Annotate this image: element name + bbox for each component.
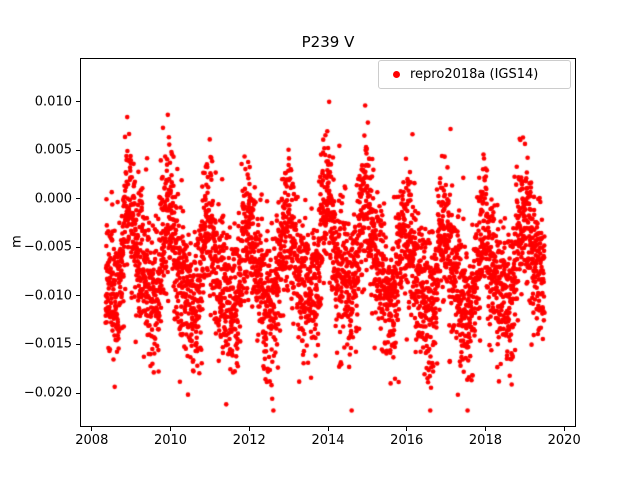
x-tick-mark <box>327 427 329 431</box>
legend-label: repro2018a (IGS14) <box>410 67 539 82</box>
x-tick-label: 2012 <box>232 433 266 448</box>
x-tick-label: 2018 <box>468 433 502 448</box>
x-tick-label: 2020 <box>547 433 581 448</box>
y-tick-mark <box>76 149 80 151</box>
x-tick-mark <box>248 427 250 431</box>
x-tick-label: 2010 <box>153 433 188 448</box>
y-tick-mark <box>76 198 80 200</box>
x-tick-mark <box>170 427 172 431</box>
x-tick-mark <box>563 427 565 431</box>
x-tick-label: 2016 <box>390 433 424 448</box>
y-tick-mark <box>76 343 80 345</box>
y-tick-mark <box>76 295 80 297</box>
y-tick-label: −0.005 <box>23 239 72 255</box>
chart-title: P239 V <box>301 33 355 51</box>
y-tick-label: −0.020 <box>23 385 72 401</box>
x-tick-mark <box>406 427 408 431</box>
x-tick-label: 2008 <box>75 433 109 448</box>
y-tick-mark <box>76 101 80 103</box>
legend: repro2018a (IGS14) <box>378 60 571 89</box>
x-tick-mark <box>91 427 93 431</box>
y-tick-label: 0.005 <box>34 142 72 158</box>
y-tick-label: −0.015 <box>23 336 72 352</box>
y-tick-label: −0.010 <box>23 288 72 304</box>
plot-area <box>80 58 576 427</box>
x-tick-label: 2014 <box>311 433 345 448</box>
y-tick-label: 0.000 <box>34 191 72 207</box>
legend-marker-icon <box>393 71 400 78</box>
y-tick-label: 0.010 <box>34 94 72 110</box>
y-tick-mark <box>76 392 80 394</box>
y-tick-mark <box>76 246 80 248</box>
x-tick-mark <box>484 427 486 431</box>
